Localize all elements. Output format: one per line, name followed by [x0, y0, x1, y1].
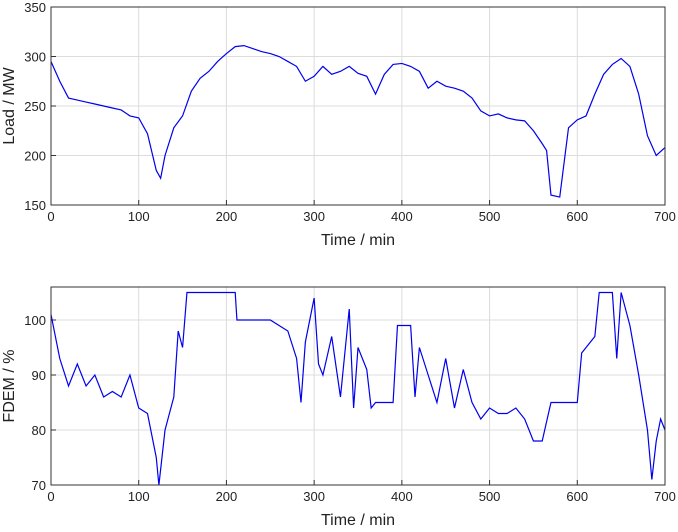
y-tick-label: 200 [24, 149, 46, 164]
x-tick-label: 400 [391, 489, 413, 504]
x-tick-label: 600 [566, 489, 588, 504]
y-tick-label: 80 [32, 423, 46, 438]
x-tick-label: 700 [654, 489, 676, 504]
plot-frame [50, 286, 666, 486]
x-tick-label: 500 [479, 489, 501, 504]
plot-area [51, 287, 665, 485]
y-tick-label: 150 [24, 198, 46, 213]
x-tick-label: 0 [47, 209, 54, 224]
data-line [50, 44, 666, 198]
x-axis-label: Time / min [321, 232, 395, 249]
x-tick-label: 200 [216, 489, 238, 504]
y-tick-label: 70 [32, 478, 46, 493]
y-axis-label: Load / MW [1, 66, 18, 144]
x-tick-label: 400 [391, 209, 413, 224]
y-tick-label: 350 [24, 0, 46, 15]
x-axis-label: Time / min [321, 512, 395, 529]
plot-frame [50, 6, 666, 206]
y-tick-label: 250 [24, 99, 46, 114]
x-tick-label: 0 [47, 489, 54, 504]
x-tick-label: 500 [479, 209, 501, 224]
y-tick-label: 100 [24, 313, 46, 328]
x-tick-label: 600 [566, 209, 588, 224]
x-tick-label: 200 [216, 209, 238, 224]
y-tick-label: 90 [32, 368, 46, 383]
x-tick-label: 300 [303, 489, 325, 504]
y-tick-label: 300 [24, 50, 46, 65]
y-axis-label: FDEM / % [1, 350, 18, 423]
x-tick-label: 700 [654, 209, 676, 224]
data-line [50, 291, 666, 486]
x-tick-label: 300 [303, 209, 325, 224]
x-tick-label: 100 [128, 209, 150, 224]
x-tick-label: 100 [128, 489, 150, 504]
